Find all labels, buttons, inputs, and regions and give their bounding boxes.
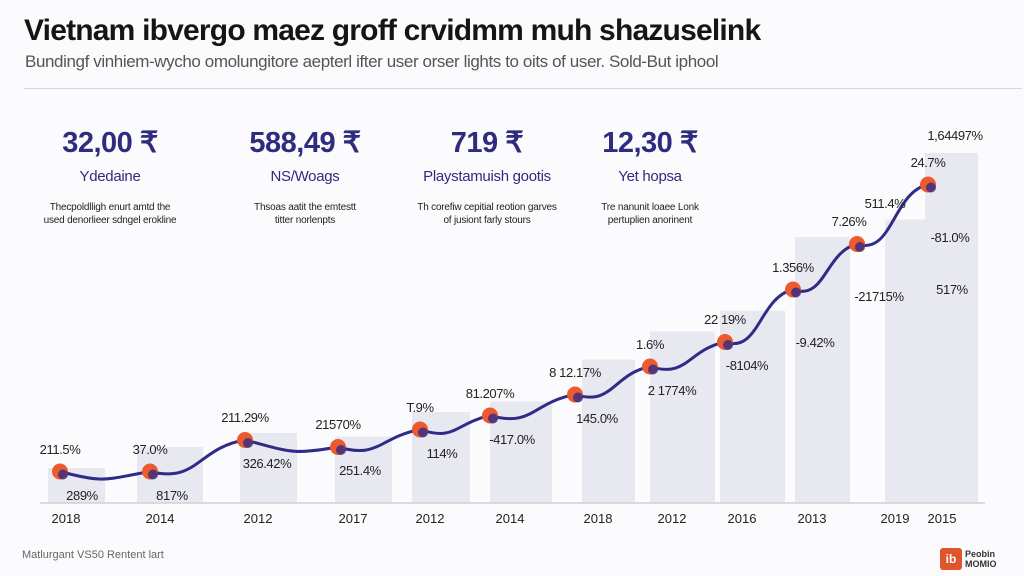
stat-value: 32,00 ₹: [62, 127, 158, 159]
x-tick-label: 2014: [145, 511, 175, 526]
point-label-bottom: 326.42%: [242, 456, 292, 471]
point-label-bottom: 289%: [66, 487, 98, 503]
data-point-shade: [243, 438, 253, 448]
point-label-extra: 1,64497%: [927, 128, 983, 143]
point-label-top: T.9%: [406, 399, 434, 415]
data-point-shade: [723, 340, 733, 350]
page-subtitle: Bundingf vinhiem-wycho omolungitore aept…: [25, 52, 719, 71]
x-tick-label: 2012: [243, 511, 273, 526]
data-point-shade: [791, 287, 801, 298]
point-label-bottom: 114%: [426, 445, 458, 461]
bar: [885, 219, 925, 503]
point-label-top: 211.29%: [221, 410, 269, 425]
point-label-extra: 511.4%: [864, 196, 906, 211]
stat-value: 12,30 ₹: [602, 127, 698, 159]
data-point-shade: [148, 469, 158, 480]
point-label-top: 1.356%: [772, 259, 814, 275]
point-label-top: 7.26%: [831, 214, 867, 229]
x-tick-label: 2015: [927, 511, 957, 526]
x-tick-label: 2018: [583, 511, 613, 526]
point-label-top: 8 12.17%: [549, 364, 601, 380]
stat-desc: Tre nanunit loaee Lonk pertuplien anorin…: [601, 202, 699, 226]
data-point-shade: [648, 364, 658, 375]
bar: [582, 359, 635, 503]
divider: [24, 88, 1022, 89]
data-point-shade: [336, 445, 346, 455]
stat-card: 12,30 ₹ Yet hopsa Tre nanunit loaee Lonk…: [550, 125, 750, 227]
point-label-top: 21570%: [315, 417, 361, 432]
stat-value: 719 ₹: [450, 127, 524, 159]
point-label-top: 1.6%: [635, 336, 665, 352]
data-point-shade: [573, 392, 583, 403]
data-point-shade: [855, 242, 865, 252]
point-label-bottom: 817%: [156, 487, 188, 503]
stat-label: NS/Woags: [270, 168, 340, 185]
series-line: [59, 183, 929, 481]
point-label-top: 22 19%: [704, 312, 746, 327]
point-label-bottom: 251.4%: [339, 463, 381, 478]
point-label-bottom: -417.0%: [489, 431, 535, 447]
bar: [650, 331, 715, 503]
stat-card: 719 ₹ Playstamuish gootis Th corefiw cep…: [387, 125, 587, 227]
bar: [925, 153, 978, 503]
data-point-shade: [58, 469, 68, 480]
x-tick-label: 2017: [338, 511, 368, 526]
x-tick-label: 2012: [415, 511, 445, 526]
stat-label: Yet hopsa: [618, 168, 682, 185]
point-label-extra: 517%: [936, 282, 968, 297]
stat-card: 588,49 ₹ NS/Woags Thsoas aatit the emtes…: [205, 125, 405, 227]
point-label-bottom: -21715%: [854, 289, 904, 304]
stat-desc: Th corefiw cepitial reotion garves of ju…: [417, 202, 557, 226]
x-tick-label: 2018: [51, 511, 81, 526]
point-label-bottom: 145.0%: [576, 410, 618, 426]
brand-logo: ib Peobin MOMIO: [940, 548, 1005, 570]
stat-label: Ydedaine: [79, 168, 141, 185]
data-point-shade: [488, 413, 498, 424]
point-label-bottom: -81.0%: [930, 229, 970, 245]
x-tick-label: 2014: [495, 511, 525, 526]
stat-label: Playstamuish gootis: [423, 168, 551, 185]
stat-desc: Thsoas aatit the emtestt titter norlenpt…: [254, 202, 356, 226]
data-point-shade: [926, 182, 936, 193]
stat-card: 32,00 ₹ Ydedaine Thecpoldlligh enurt amt…: [10, 125, 210, 227]
x-tick-label: 2019: [880, 511, 910, 526]
point-label-top: 24.7%: [910, 154, 946, 170]
stat-desc: Thecpoldlligh enurt amtd the used denorl…: [43, 202, 177, 226]
point-label-bottom: 2 1774%: [647, 382, 697, 398]
bar: [795, 237, 850, 503]
stat-value: 588,49 ₹: [249, 127, 361, 159]
x-tick-label: 2013: [797, 511, 827, 526]
x-tick-label: 2016: [727, 511, 757, 526]
point-label-bottom: -9.42%: [795, 334, 835, 350]
page-title: Vietnam ibvergo maez groff crvidmm muh s…: [24, 14, 761, 47]
point-label-top: 37.0%: [132, 441, 168, 457]
source-note: Matlurgant VS50 Rentent lart: [22, 549, 164, 561]
logo-icon: ib: [940, 548, 962, 570]
x-tick-label: 2012: [657, 511, 687, 526]
point-label-top: 81.207%: [465, 385, 515, 401]
data-point-shade: [418, 427, 428, 438]
logo-text: Peobin MOMIO: [965, 549, 997, 569]
point-label-bottom: -8104%: [725, 358, 769, 373]
point-label-top: 211.5%: [39, 441, 81, 457]
